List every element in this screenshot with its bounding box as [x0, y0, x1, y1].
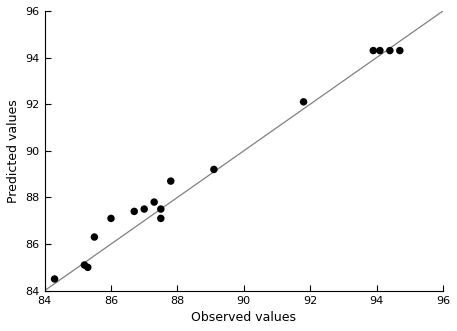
- Point: [167, 178, 175, 184]
- Point: [157, 207, 165, 212]
- Point: [396, 48, 404, 53]
- Point: [300, 99, 307, 105]
- Point: [376, 48, 383, 53]
- Point: [370, 48, 377, 53]
- Point: [131, 209, 138, 214]
- X-axis label: Observed values: Observed values: [191, 311, 296, 324]
- Point: [210, 167, 218, 172]
- Point: [386, 48, 393, 53]
- Point: [91, 234, 98, 240]
- Point: [81, 262, 88, 268]
- Point: [141, 207, 148, 212]
- Point: [150, 199, 158, 205]
- Point: [107, 216, 115, 221]
- Point: [51, 276, 58, 282]
- Y-axis label: Predicted values: Predicted values: [7, 99, 20, 203]
- Point: [84, 265, 91, 270]
- Point: [157, 216, 165, 221]
